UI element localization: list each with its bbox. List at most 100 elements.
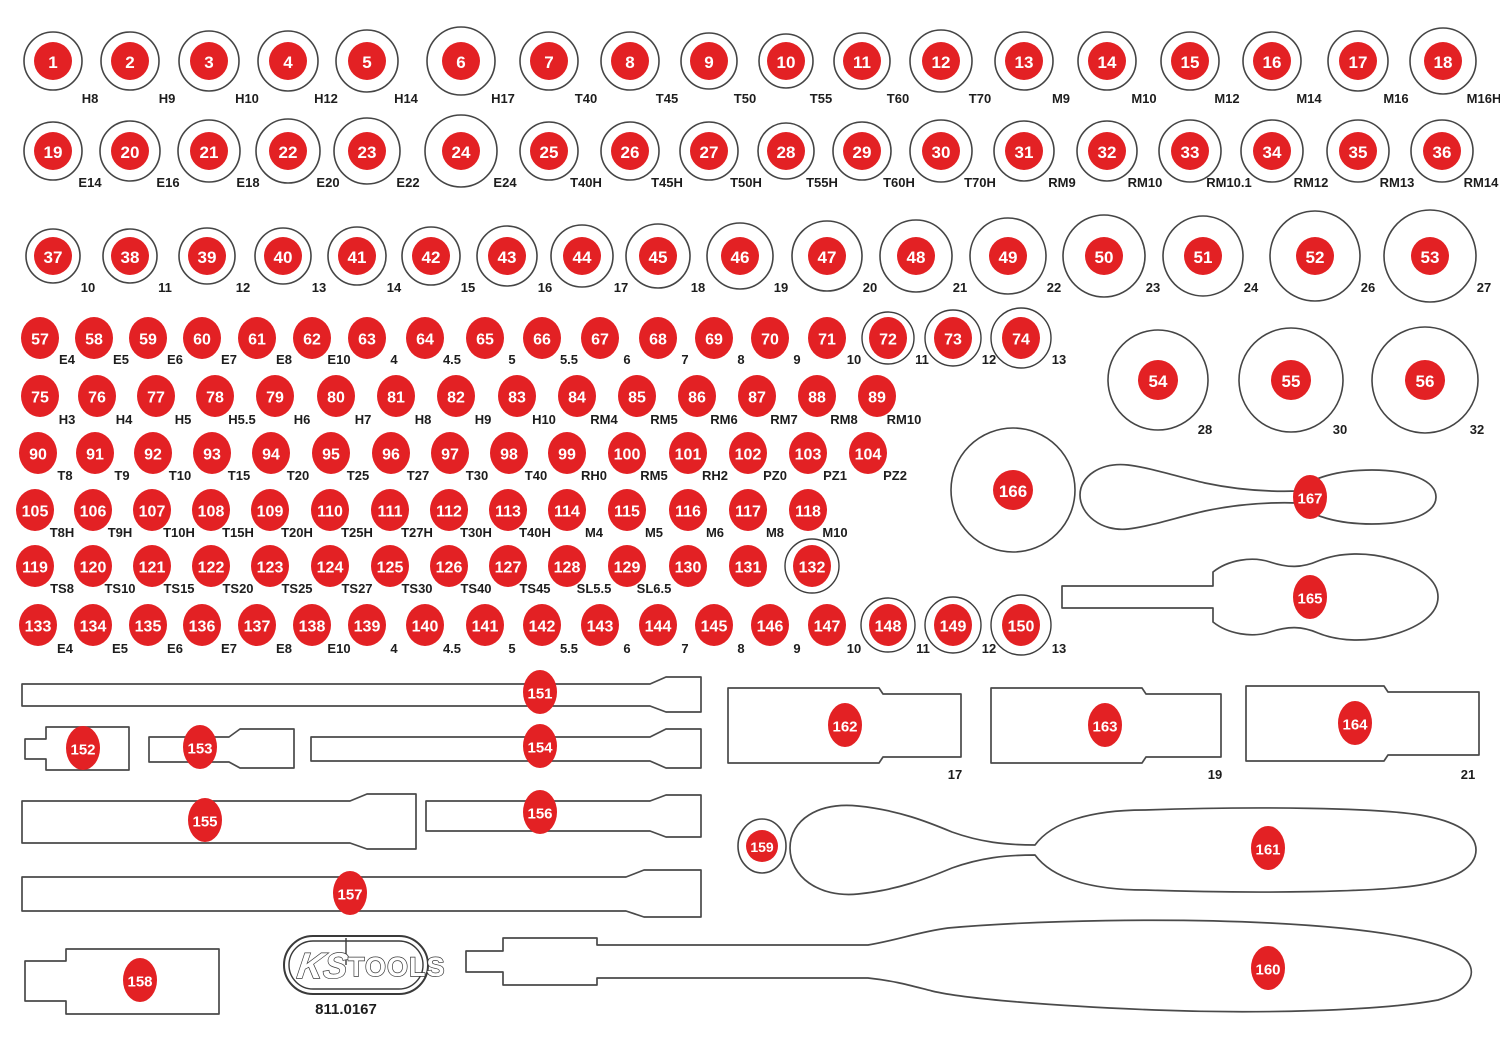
size-label-139: 4 [390,641,398,656]
socket-badge-126 [430,545,468,587]
socket-badge-41 [338,237,376,275]
socket-badge-93 [193,432,231,474]
socket-badge-127 [489,545,527,587]
socket-number-142: 142 [529,619,556,636]
size-label-104: PZ2 [883,468,907,483]
size-label-11: T60 [887,91,909,106]
size-label-87: RM7 [770,412,797,427]
socket-badge-134 [74,604,112,646]
socket-number-51: 51 [1194,248,1213,267]
socket-number-26: 26 [621,143,640,162]
socket-number-55: 55 [1282,372,1301,391]
size-label-60: E7 [221,352,237,367]
ks-tools-logo: KS TOOLS [283,935,445,995]
sockets-and-badges: 1 H8 2 H9 3 H10 4 H12 5 H14 6 H17 7 T40 8 T45 9 T50 10 T55 1… [16,26,1500,1002]
socket-number-39: 39 [198,248,217,267]
tool-badge-162 [828,703,862,747]
socket-number-29: 29 [853,143,872,162]
size-label-49: 22 [1047,280,1061,295]
size-label-61: E8 [276,352,292,367]
socket-number-23: 23 [358,143,377,162]
size-label-22: E20 [316,175,339,190]
size-label-33: RM10.1 [1206,175,1252,190]
socket-number-49: 49 [999,248,1018,267]
socket-number-122: 122 [198,560,225,577]
socket-number-159: 159 [750,839,774,855]
socket-number-57: 57 [31,332,49,349]
size-label-79: H6 [294,412,311,427]
socket-badge-133 [19,604,57,646]
socket-badge-137 [238,604,276,646]
socket-badge-71 [808,317,846,359]
socket-badge-39 [188,237,226,275]
size-label-17: M16 [1383,91,1408,106]
socket-number-31: 31 [1015,143,1034,162]
socket-hole-73 [924,309,982,367]
socket-badge-12 [922,42,960,80]
socket-badge-29 [843,132,881,170]
socket-number-15: 15 [1181,53,1200,72]
socket-badge-44 [563,237,601,275]
size-label-76: H4 [116,412,133,427]
socket-number-4: 4 [283,53,293,72]
socket-badge-13 [1005,42,1043,80]
socket-hole-132 [784,538,840,594]
size-label-92: T10 [169,468,191,483]
socket-badge-74 [1002,317,1040,359]
socket-number-74: 74 [1012,332,1030,349]
socket-badge-28 [767,132,805,170]
socket-number-126: 126 [436,560,463,577]
socket-number-143: 143 [587,619,614,636]
tool-badge-164 [1338,701,1372,745]
socket-number-56: 56 [1416,372,1435,391]
size-label-148: 11 [916,641,930,656]
size-label-58: E5 [113,352,129,367]
socket-badge-106 [74,489,112,531]
socket-badge-104 [849,432,887,474]
size-label-20: E16 [156,175,179,190]
socket-number-5: 5 [362,53,371,72]
socket-number-40: 40 [274,248,293,267]
socket-badge-32 [1088,132,1126,170]
socket-badge-115 [608,489,646,531]
size-label-4: H12 [314,91,338,106]
socket-number-75: 75 [31,390,49,407]
socket-badge-159 [746,830,778,862]
size-label-35: RM13 [1380,175,1415,190]
socket-badge-109 [251,489,289,531]
socket-badge-27 [690,132,728,170]
socket-number-3: 3 [204,53,213,72]
socket-number-8: 8 [625,53,634,72]
size-label-65: 5 [508,352,515,367]
tool-outline-extension-151 [21,676,702,713]
size-label-88: RM8 [830,412,857,427]
size-label-118: M10 [822,525,847,540]
size-label-29: T60H [883,175,915,190]
socket-badge-148 [869,604,907,646]
socket-number-42: 42 [422,248,441,267]
socket-badge-87 [738,375,776,417]
tool-badge-160 [1251,946,1285,990]
socket-number-22: 22 [279,143,298,162]
size-label-45: 18 [691,280,705,295]
size-label-121: TS15 [163,581,194,596]
socket-number-64: 64 [416,332,434,349]
socket-badge-51 [1184,237,1222,275]
size-label-91: T9 [114,468,129,483]
socket-number-10: 10 [777,53,796,72]
size-label-136: E7 [221,641,237,656]
size-label-15: M12 [1214,91,1239,106]
size-label-19: E14 [78,175,102,190]
socket-badge-2 [111,42,149,80]
socket-number-78: 78 [206,390,224,407]
size-label-12: T70 [969,91,991,106]
socket-number-63: 63 [358,332,376,349]
socket-number-139: 139 [354,619,381,636]
socket-badge-118 [789,489,827,531]
socket-number-83: 83 [508,390,526,407]
socket-number-28: 28 [777,143,796,162]
socket-badge-55 [1271,360,1311,400]
size-label-43: 16 [538,280,552,295]
socket-number-18: 18 [1434,53,1453,72]
tool-badge-163 [1088,703,1122,747]
